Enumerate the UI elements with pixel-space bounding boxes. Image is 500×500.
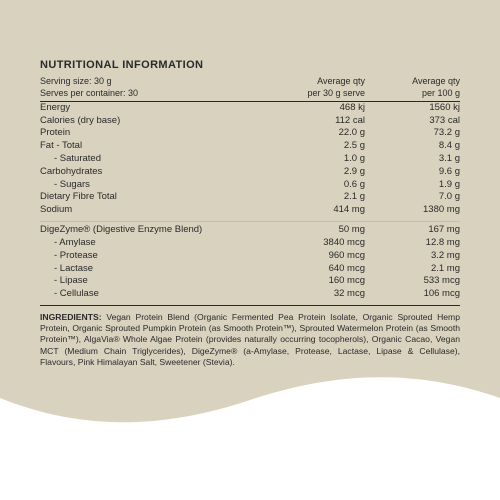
table-row: Sodium414 mg1380 mg	[40, 204, 460, 217]
row-serve: 414 mg	[270, 204, 365, 217]
row-per100: 73.2 g	[365, 127, 460, 140]
panel-title: NUTRITIONAL INFORMATION	[40, 58, 460, 72]
table-row: Energy468 kj1560 kj	[40, 102, 460, 115]
ingredients: INGREDIENTS: Vegan Protein Blend (Organi…	[40, 312, 460, 368]
table-row: - Saturated1.0 g3.1 g	[40, 153, 460, 166]
table-row: Calories (dry base)112 cal373 cal	[40, 115, 460, 128]
row-label: Fat - Total	[40, 140, 270, 153]
row-per100: 2.1 mg	[365, 263, 460, 276]
row-label: - Protease	[40, 250, 270, 263]
col-header-serve: Average qty per 30 g serve	[270, 76, 365, 99]
row-per100: 9.6 g	[365, 166, 460, 179]
row-per100: 1.9 g	[365, 179, 460, 192]
row-per100: 7.0 g	[365, 191, 460, 204]
table-row: - Cellulase32 mcg106 mcg	[40, 288, 460, 301]
row-serve: 1.0 g	[270, 153, 365, 166]
row-label: - Sugars	[40, 179, 270, 192]
row-serve: 2.9 g	[270, 166, 365, 179]
row-label: Calories (dry base)	[40, 115, 270, 128]
row-serve: 160 mcg	[270, 275, 365, 288]
enzyme-rows: - Amylase3840 mcg12.8 mg- Protease960 mc…	[40, 237, 460, 301]
row-per100: 8.4 g	[365, 140, 460, 153]
row-label: - Cellulase	[40, 288, 270, 301]
row-serve: 2.5 g	[270, 140, 365, 153]
table-row: - Amylase3840 mcg12.8 mg	[40, 237, 460, 250]
row-label: - Lipase	[40, 275, 270, 288]
enzyme-header-label: DigeZyme® (Digestive Enzyme Blend)	[40, 224, 270, 237]
row-label: Protein	[40, 127, 270, 140]
row-per100: 533 mcg	[365, 275, 460, 288]
row-serve: 960 mcg	[270, 250, 365, 263]
row-label: - Saturated	[40, 153, 270, 166]
serving-size: Serving size: 30 g	[40, 76, 270, 87]
header-row: Serving size: 30 g Serves per container:…	[40, 76, 460, 102]
row-per100: 3.2 mg	[365, 250, 460, 263]
table-row: Protein22.0 g73.2 g	[40, 127, 460, 140]
row-serve: 2.1 g	[270, 191, 365, 204]
row-per100: 3.1 g	[365, 153, 460, 166]
row-per100: 12.8 mg	[365, 237, 460, 250]
row-serve: 3840 mcg	[270, 237, 365, 250]
row-label: Dietary Fibre Total	[40, 191, 270, 204]
table-row: Carbohydrates2.9 g9.6 g	[40, 166, 460, 179]
main-rows: Energy468 kj1560 kjCalories (dry base)11…	[40, 102, 460, 217]
row-label: Sodium	[40, 204, 270, 217]
ingredients-body: Vegan Protein Blend (Organic Fermented P…	[40, 312, 460, 367]
nutrition-panel: NUTRITIONAL INFORMATION Serving size: 30…	[40, 58, 460, 368]
table-row: - Lipase160 mcg533 mcg	[40, 275, 460, 288]
row-per100: 373 cal	[365, 115, 460, 128]
row-serve: 0.6 g	[270, 179, 365, 192]
table-row: Fat - Total2.5 g8.4 g	[40, 140, 460, 153]
table-row: Dietary Fibre Total2.1 g7.0 g	[40, 191, 460, 204]
enzyme-header-100g: 167 mg	[365, 224, 460, 237]
row-label: Carbohydrates	[40, 166, 270, 179]
ingredients-lead: INGREDIENTS:	[40, 312, 102, 322]
row-serve: 112 cal	[270, 115, 365, 128]
row-serve: 640 mcg	[270, 263, 365, 276]
separator-light	[40, 221, 460, 222]
serving-info: Serving size: 30 g Serves per container:…	[40, 76, 270, 99]
row-per100: 106 mcg	[365, 288, 460, 301]
table-row: - Lactase640 mcg2.1 mg	[40, 263, 460, 276]
row-label: Energy	[40, 102, 270, 115]
col-header-100g: Average qty per 100 g	[365, 76, 460, 99]
row-serve: 22.0 g	[270, 127, 365, 140]
row-label: - Amylase	[40, 237, 270, 250]
enzyme-header-serve: 50 mg	[270, 224, 365, 237]
row-label: - Lactase	[40, 263, 270, 276]
row-serve: 468 kj	[270, 102, 365, 115]
table-row: - Sugars0.6 g1.9 g	[40, 179, 460, 192]
row-per100: 1560 kj	[365, 102, 460, 115]
row-serve: 32 mcg	[270, 288, 365, 301]
row-per100: 1380 mg	[365, 204, 460, 217]
table-row: - Protease960 mcg3.2 mg	[40, 250, 460, 263]
servings-per-container: Serves per container: 30	[40, 88, 270, 99]
enzyme-header-row: DigeZyme® (Digestive Enzyme Blend) 50 mg…	[40, 224, 460, 237]
separator-strong	[40, 305, 460, 306]
